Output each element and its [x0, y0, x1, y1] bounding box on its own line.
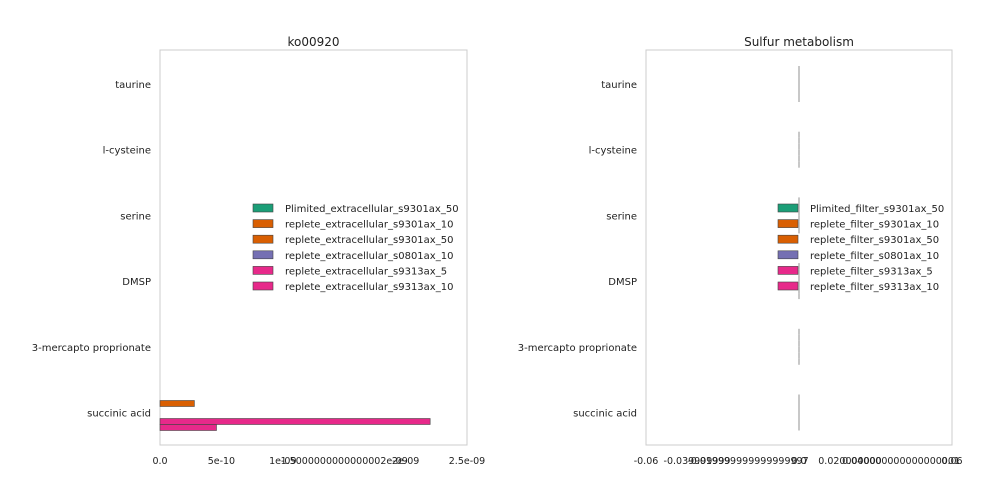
- legend-label: Plimited_filter_s9301ax_50: [810, 204, 944, 215]
- x-tick-label: 0.020000000: [818, 456, 881, 467]
- y-tick-label: 3-mercapto proprionate: [518, 343, 637, 354]
- x-tick-label: -0.06: [634, 456, 659, 467]
- legend-label: replete_extracellular_s9301ax_10: [285, 220, 453, 231]
- y-tick-label: serine: [606, 211, 637, 222]
- legend-label: replete_filter_s9301ax_10: [810, 220, 939, 231]
- plot-area: [159, 49, 468, 446]
- chart-title: Sulfur metabolism: [744, 35, 854, 49]
- y-tick-label: taurine: [115, 80, 151, 91]
- legend-swatch: [777, 281, 799, 291]
- legend-label: replete_extracellular_s9301ax_50: [285, 235, 453, 246]
- legend: Plimited_extracellular_s9301ax_50replete…: [252, 203, 459, 293]
- plot-area: [645, 49, 953, 446]
- x-tick-label: -0.039999999: [664, 456, 731, 467]
- x-tick-label: 0.040000000000000001: [842, 456, 960, 467]
- legend-swatch: [252, 266, 274, 275]
- legend-swatch: [252, 250, 274, 260]
- x-tick-label: 2e-09: [392, 456, 419, 467]
- x-tick-label: -0.019999999999999997: [687, 456, 808, 467]
- x-tick-label: 2.5e-09: [449, 456, 485, 467]
- chart-panel-2: Sulfur metabolism taurine l-cysteine serine…: [518, 35, 963, 467]
- legend-label: Plimited_extracellular_s9301ax_50: [285, 204, 459, 215]
- bar: [159, 418, 431, 425]
- legend-label: replete_extracellular_s9313ax_10: [285, 282, 453, 293]
- legend-swatch: [777, 250, 799, 260]
- legend-swatch: [777, 266, 799, 275]
- legend-swatch: [252, 234, 274, 244]
- y-tick-label: succinic acid: [573, 409, 637, 420]
- bar: [159, 424, 217, 431]
- x-tick-label: 5e-10: [208, 456, 235, 467]
- legend-label: replete_filter_s0801ax_10: [810, 251, 939, 262]
- y-tick-label: 3-mercapto proprionate: [32, 343, 151, 354]
- x-tick-label: 0.0: [152, 456, 167, 467]
- y-tick-label: DMSP: [122, 277, 151, 288]
- legend-label: replete_extracellular_s9313ax_5: [285, 266, 447, 277]
- chart-panel-1: ko00920 taurine l-cysteine serine DMSP 3-merc…: [32, 35, 485, 467]
- legend-swatch: [777, 219, 799, 228]
- x-tick-label: 1e-09: [269, 456, 296, 467]
- x-tick-label: 0.0: [791, 456, 806, 467]
- legend-swatch: [777, 203, 799, 213]
- x-tick-label: 1.5000000000000002e-09: [281, 456, 408, 467]
- bar: [159, 400, 195, 407]
- legend-label: replete_filter_s9301ax_50: [810, 235, 939, 246]
- y-tick-label: serine: [120, 211, 151, 222]
- y-tick-label: l-cysteine: [103, 146, 151, 157]
- chart-title: ko00920: [287, 35, 339, 49]
- legend-swatch: [777, 234, 799, 244]
- legend: Plimited_filter_s9301ax_50 replete_filter…: [777, 203, 944, 293]
- legend-swatch: [252, 219, 274, 228]
- legend-label: replete_filter_s9313ax_10: [810, 282, 939, 293]
- legend-swatch: [252, 281, 274, 291]
- legend-swatch: [252, 203, 274, 213]
- legend-label: replete_extracellular_s0801ax_10: [285, 251, 453, 262]
- x-tick-label: 0.06: [941, 456, 962, 467]
- y-tick-label: l-cysteine: [589, 146, 637, 157]
- y-tick-label: taurine: [601, 80, 637, 91]
- y-tick-label: DMSP: [608, 277, 637, 288]
- y-tick-label: succinic acid: [87, 409, 151, 420]
- legend-label: replete_filter_s9313ax_5: [810, 266, 933, 277]
